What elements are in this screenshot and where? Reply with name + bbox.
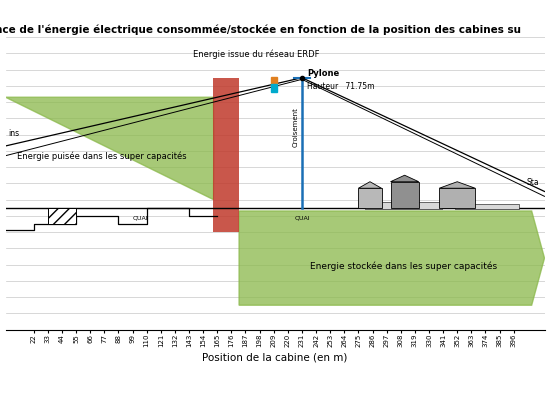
Bar	[365, 202, 442, 208]
Text: QUAI: QUAI	[133, 215, 148, 220]
Bar	[213, 78, 239, 232]
Text: Croisement: Croisement	[293, 107, 299, 147]
Polygon shape	[390, 175, 419, 182]
Polygon shape	[239, 211, 544, 305]
Bar	[48, 208, 76, 224]
Text: Pylone: Pylone	[307, 69, 339, 78]
Text: nce de l'énergie électrique consommée/stockée en fonction de la position des cab: nce de l'énergie électrique consommée/st…	[0, 24, 521, 35]
Text: Energie stockée dans les super capacités: Energie stockée dans les super capacités	[310, 262, 497, 272]
X-axis label: Position de la cabine (en m): Position de la cabine (en m)	[202, 353, 348, 363]
Bar	[439, 188, 475, 208]
Bar	[455, 204, 519, 208]
Bar	[271, 77, 277, 84]
Text: ins: ins	[8, 129, 19, 138]
Polygon shape	[359, 182, 382, 188]
Text: Hauteur   71.75m: Hauteur 71.75m	[307, 82, 375, 91]
Bar	[359, 188, 382, 208]
Bar	[390, 182, 419, 208]
Text: Energie puisée dans les super capacités: Energie puisée dans les super capacités	[17, 152, 186, 161]
Text: Sta: Sta	[527, 178, 540, 187]
Bar	[271, 84, 277, 91]
Text: Energie issue du réseau ERDF: Energie issue du réseau ERDF	[192, 49, 319, 59]
Text: QUAI: QUAI	[294, 215, 310, 220]
Polygon shape	[6, 97, 214, 199]
Polygon shape	[439, 182, 475, 188]
